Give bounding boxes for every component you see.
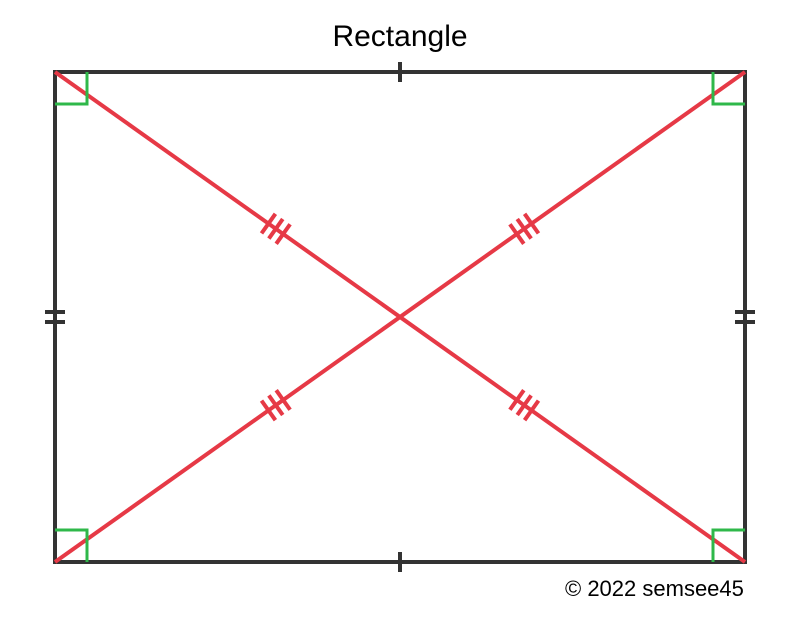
geometry-svg (0, 0, 800, 637)
diagram-canvas: Rectangle © 2022 semsee45 (0, 0, 800, 637)
copyright-text: © 2022 semsee45 (565, 576, 744, 602)
